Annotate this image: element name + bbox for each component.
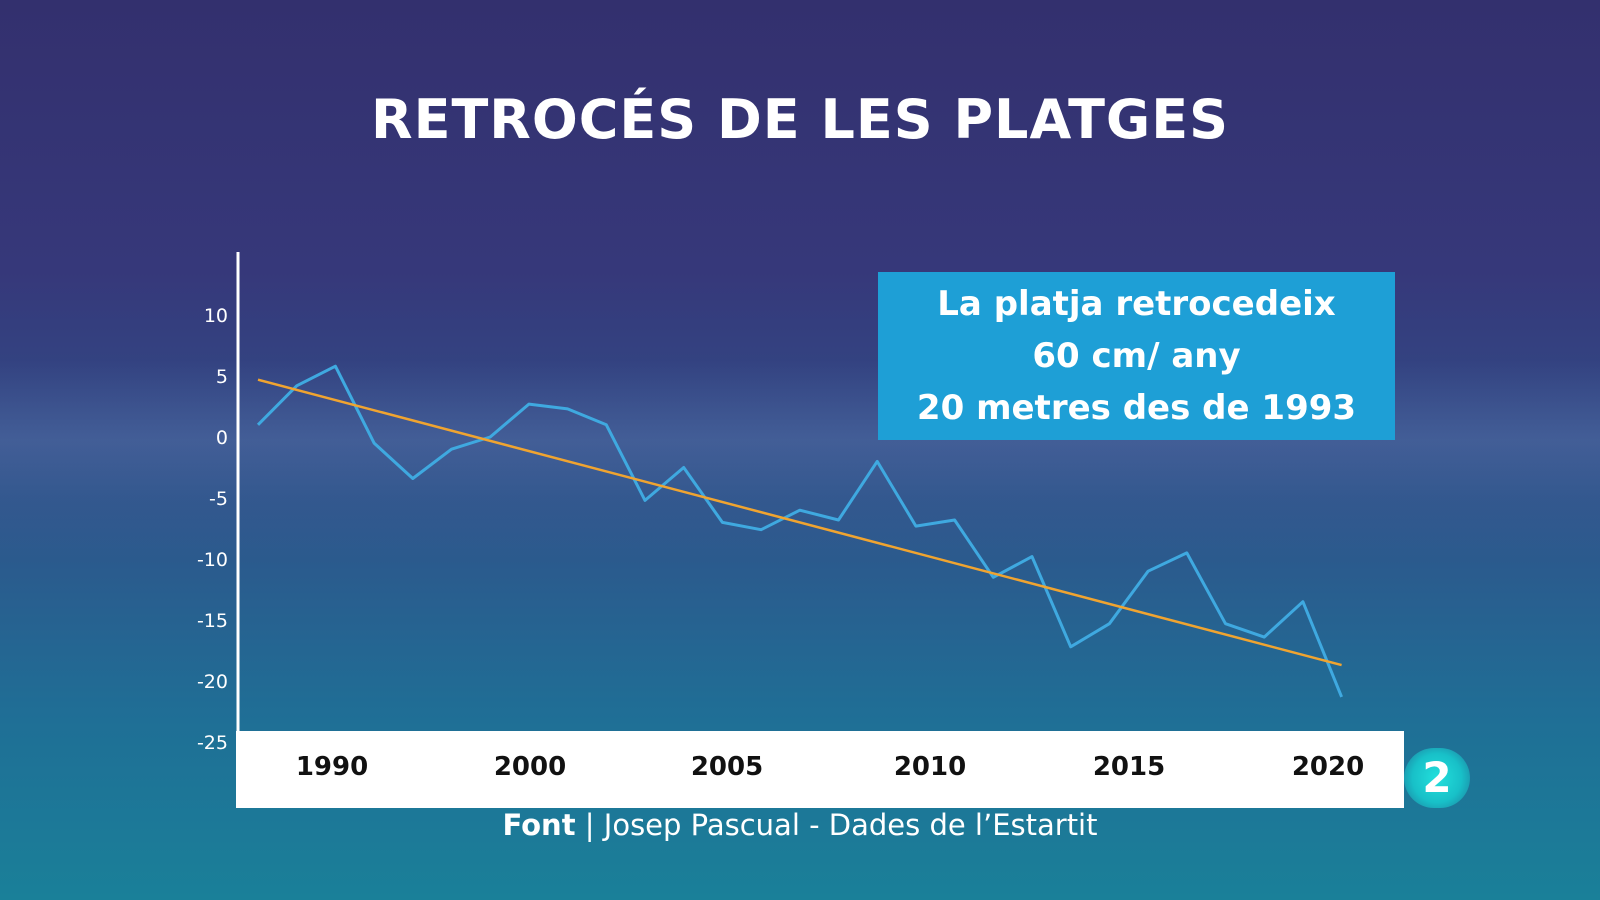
y-tick-label: 5 [216, 366, 228, 388]
y-tick-labels: 10 5 0 -5 -10 -15 -20 -25 [197, 305, 228, 754]
y-tick-label: 0 [216, 427, 228, 449]
source-text: Josep Pascual - Dades de l’Estartit [603, 808, 1098, 842]
source-note: Font | Josep Pascual - Dades de l’Estart… [0, 808, 1600, 842]
y-tick-label: 10 [204, 305, 228, 327]
y-tick-label: -10 [197, 549, 228, 571]
channel-logo: 2 [1404, 748, 1470, 808]
y-tick-label: -15 [197, 610, 228, 632]
annotation-box: La platja retrocedeix 60 cm/ any 20 metr… [878, 272, 1395, 440]
annotation-line-2: 60 cm/ any [1032, 336, 1241, 376]
page-title: RETROCÉS DE LES PLATGES [370, 88, 1230, 151]
y-tick-label: -5 [209, 488, 228, 510]
annotation-line-1: La platja retrocedeix [937, 284, 1336, 324]
x-axis-band [236, 731, 1404, 808]
source-separator: | [584, 808, 595, 842]
y-tick-label: -25 [197, 732, 228, 754]
data-series-line [256, 364, 1343, 698]
trend-line [257, 378, 1342, 667]
x-tick-label: 2000 [494, 752, 566, 782]
x-tick-labels: 1990 2000 2005 2010 2015 2020 [296, 752, 1364, 782]
x-tick-label: 1990 [296, 752, 368, 782]
x-tick-label: 2015 [1093, 752, 1165, 782]
annotation-line-3: 20 metres des de 1993 [916, 388, 1357, 428]
series-layer [256, 364, 1343, 698]
x-tick-label: 2005 [691, 752, 763, 782]
source-label: Font [502, 808, 576, 842]
x-tick-label: 2010 [894, 752, 966, 782]
x-tick-label: 2020 [1292, 752, 1364, 782]
y-tick-label: -20 [197, 671, 228, 693]
